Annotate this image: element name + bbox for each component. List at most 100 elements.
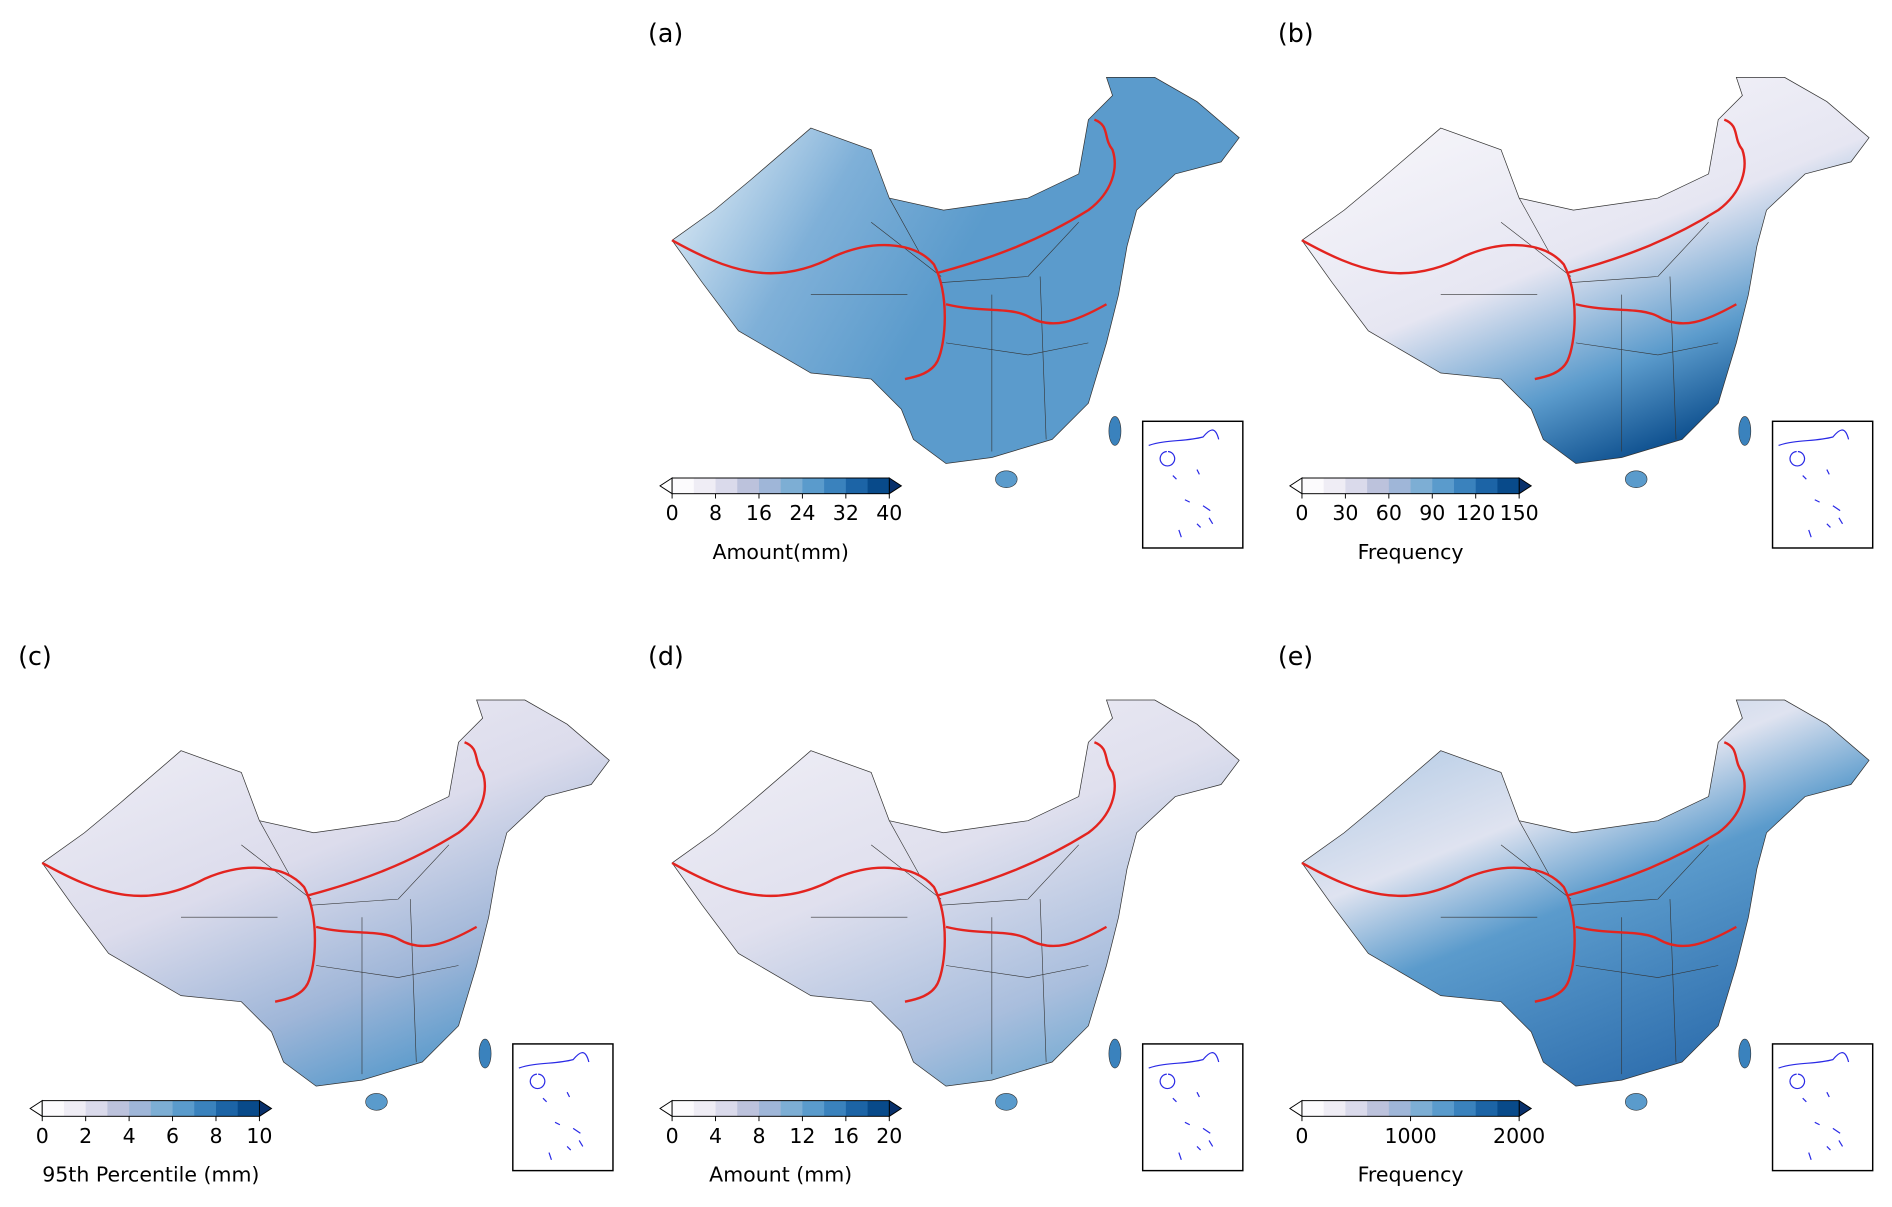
map-region (671, 77, 1240, 464)
colorbar-segment (693, 478, 716, 494)
colorbar-tick-label: 0 (666, 501, 679, 525)
boundary-line (937, 118, 1116, 275)
colorbar-extend-low (659, 1099, 673, 1118)
colorbar-segment (693, 1100, 716, 1117)
island (1738, 1038, 1752, 1069)
island (995, 470, 1018, 488)
colorbar-extend-high (888, 1099, 903, 1118)
panel: (b) 0 30 60 90 120 150 Frequency (1278, 18, 1874, 564)
colorbar-segment (1475, 1100, 1498, 1117)
colorbar-segment (42, 1100, 65, 1117)
colorbar-segment (1367, 478, 1390, 494)
colorbar-label: Frequency (1358, 540, 1464, 564)
colorbar-segment (845, 478, 868, 494)
colorbar-label: Frequency (1358, 1162, 1464, 1186)
colorbar-extend-low (1289, 1099, 1303, 1118)
colorbar-tick-label: 8 (709, 501, 722, 525)
colorbar-frame (671, 1100, 890, 1117)
boundary-line (1575, 303, 1737, 325)
colorbar-tick-label: 8 (209, 1124, 222, 1148)
panel-label: (e) (1278, 641, 1313, 671)
province-borders (180, 820, 459, 1075)
panel-label: (d) (648, 641, 684, 671)
island (1108, 416, 1122, 446)
colorbar-frame (671, 477, 890, 495)
island (365, 1093, 388, 1111)
boundary-line (315, 925, 478, 948)
colorbar-tick-label: 90 (1419, 501, 1445, 525)
colorbar-segment (215, 1100, 239, 1117)
colorbar-frame (1301, 477, 1520, 495)
colorbar-tick-label: 120 (1456, 501, 1495, 525)
boundary-line (1575, 925, 1737, 948)
colorbar-segment (672, 478, 695, 494)
colorbar-tick-label: 4 (709, 1124, 722, 1148)
colorbar-segment (1432, 1100, 1455, 1117)
colorbar-tick-label: 10 (246, 1124, 272, 1148)
colorbar-extend-low (1289, 477, 1303, 495)
colorbar-segment (107, 1100, 130, 1117)
inset-islands (1778, 429, 1850, 538)
boundary-line (937, 741, 1116, 897)
colorbar-extend-low (659, 477, 673, 495)
colorbar-segment (1301, 478, 1325, 494)
boundary-line (1567, 741, 1746, 897)
colorbar-tick-label: 60 (1376, 501, 1402, 525)
colorbar-segment (129, 1100, 152, 1117)
colorbar-segment (737, 478, 760, 494)
inset-box (1771, 1043, 1874, 1172)
colorbar-segment (1453, 478, 1477, 494)
colorbar-segment (63, 1100, 87, 1117)
boundary-line (41, 861, 317, 1003)
province-borders (810, 197, 1089, 452)
panel: (d) 0 4 8 12 16 20 Amount (mm) (648, 641, 1244, 1186)
colorbar-extend-high (888, 477, 903, 495)
panel: (c) 0 2 4 6 8 10 95th Percentile (mm) (18, 641, 614, 1186)
province-borders (1440, 820, 1719, 1075)
panel-label: (c) (18, 641, 52, 671)
colorbar-segment (824, 478, 847, 494)
colorbar-segment (715, 1100, 738, 1117)
colorbar-segment (1410, 1100, 1433, 1117)
colorbar-tick-label: 1000 (1384, 1124, 1436, 1148)
colorbar-segment (715, 478, 738, 494)
island (1625, 470, 1648, 488)
province-borders (1440, 197, 1719, 452)
colorbar-extend-high (1518, 477, 1533, 495)
boundary-line (307, 741, 487, 897)
colorbar-tick-label: 16 (833, 1124, 859, 1148)
colorbar-tick-label: 6 (166, 1124, 179, 1148)
boundary-line (945, 925, 1108, 948)
island (1625, 1093, 1648, 1111)
inset-box (512, 1043, 614, 1172)
province-borders (810, 820, 1089, 1075)
colorbar-label: Amount (mm) (709, 1162, 852, 1186)
colorbar-segment (758, 1100, 782, 1117)
colorbar-segment (780, 1100, 803, 1117)
colorbar-segment (1323, 1100, 1346, 1117)
colorbar-tick-label: 30 (1332, 501, 1358, 525)
colorbar-segment (1388, 478, 1411, 494)
colorbar-tick-label: 0 (1295, 501, 1308, 525)
boundary-line (945, 303, 1108, 325)
colorbar-segment (802, 1100, 825, 1117)
colorbar-segment (150, 1100, 173, 1117)
colorbar-tick-label: 0 (1295, 1124, 1308, 1148)
colorbar-segment (1301, 1100, 1325, 1117)
colorbar-segment (1432, 478, 1455, 494)
map-region (1301, 77, 1870, 464)
colorbar-tick-label: 0 (666, 1124, 679, 1148)
boundary-line (671, 861, 946, 1003)
colorbar-segment (758, 478, 782, 494)
inset-islands (1148, 1052, 1220, 1160)
colorbar-segment (802, 478, 825, 494)
colorbar-segment (1497, 478, 1520, 494)
map-region (671, 699, 1240, 1087)
panel-label: (b) (1278, 18, 1314, 48)
inset-islands (518, 1052, 590, 1160)
panel-label: (a) (648, 18, 683, 48)
colorbar-segment (1345, 1100, 1368, 1117)
island (478, 1038, 492, 1069)
colorbar-tick-label: 8 (752, 1124, 765, 1148)
